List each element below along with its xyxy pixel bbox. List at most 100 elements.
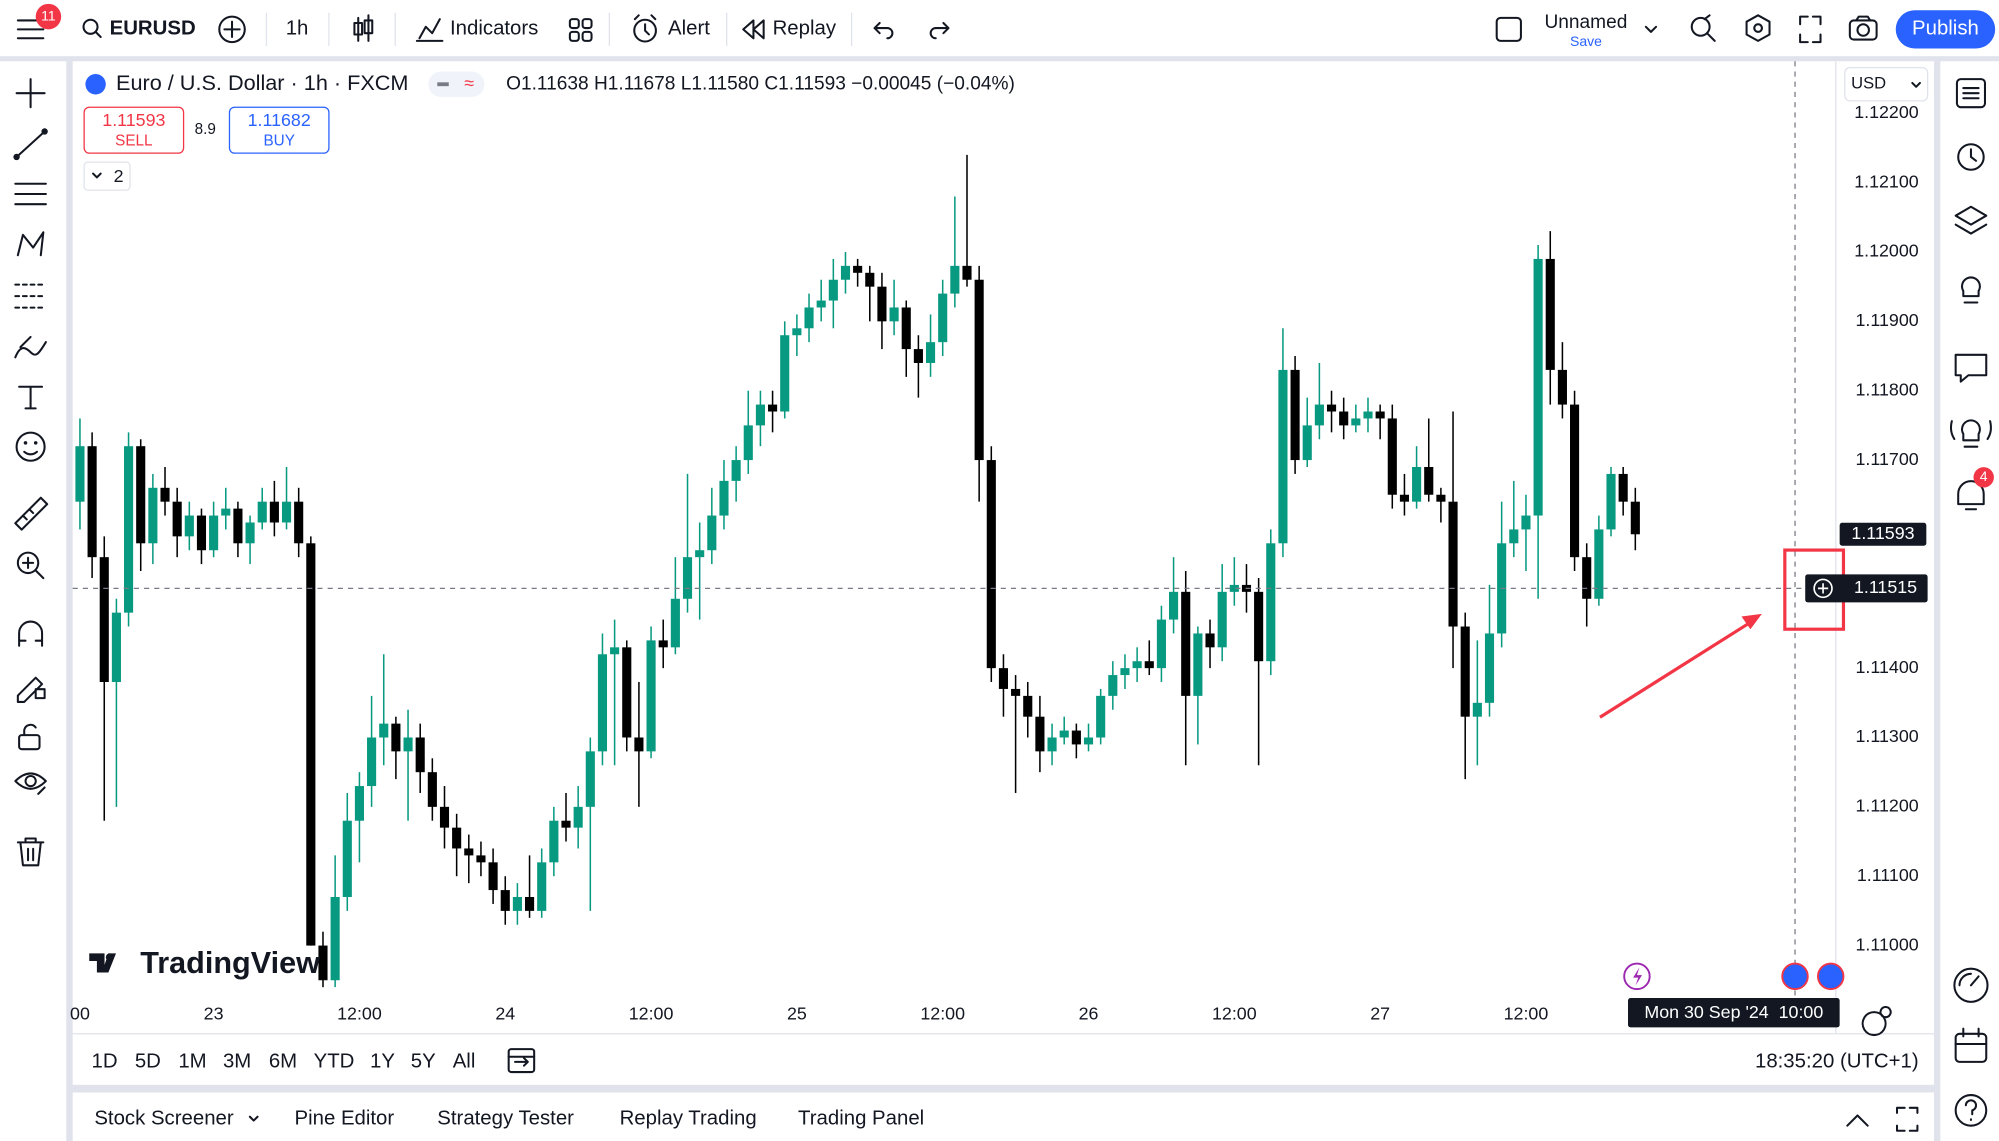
snapshot-button-part[interactable] (1855, 15, 1872, 22)
symbol[interactable]: EURUSD (110, 18, 196, 40)
widget-bar-part[interactable] (1957, 143, 1985, 171)
collapse-panel[interactable] (1846, 1114, 1869, 1127)
range-button[interactable]: 3M (223, 1050, 251, 1072)
screener-menu[interactable] (248, 1115, 259, 1122)
widget-bar-part[interactable] (1954, 1094, 1988, 1127)
chart-type-button-part[interactable] (363, 19, 374, 35)
layout-menu[interactable] (1644, 25, 1658, 33)
panel-tab[interactable]: Stock Screener (94, 1108, 234, 1130)
symbol-search-part[interactable] (94, 30, 102, 39)
range-button[interactable]: 6M (269, 1050, 297, 1072)
range-button[interactable]: 5D (135, 1050, 161, 1072)
date-range-button-part[interactable] (507, 1048, 536, 1074)
templates-button-part[interactable] (568, 30, 580, 42)
drawing-tools-part[interactable] (14, 182, 47, 206)
widget-bar-part[interactable] (1961, 276, 1981, 304)
layout-checkbox[interactable] (1495, 16, 1522, 42)
panel-tab[interactable]: Pine Editor (294, 1108, 394, 1130)
quick-search[interactable] (1690, 14, 1716, 42)
widget-bar-part[interactable] (1954, 1032, 1988, 1063)
drawing-tools-part[interactable] (18, 620, 44, 647)
currency-select-part[interactable] (1911, 81, 1921, 88)
sell-button-part[interactable] (83, 106, 185, 154)
drawing-tools-part[interactable] (13, 153, 20, 161)
quick-search-part[interactable] (1703, 14, 1716, 42)
widget-bar-part[interactable] (1973, 467, 1994, 488)
drawing-tools[interactable] (13, 78, 49, 867)
indicators-label[interactable]: Indicators (450, 18, 538, 40)
save-label[interactable]: Save (1570, 33, 1602, 49)
widget-bar-part[interactable] (1954, 353, 1988, 383)
range-button[interactable]: 1D (92, 1050, 118, 1072)
templates-button-part[interactable] (568, 18, 580, 30)
event-markers-part[interactable] (1781, 962, 1809, 991)
widget-bar-part[interactable] (1969, 148, 1978, 162)
widget-bar-part[interactable] (1954, 1027, 1988, 1046)
notification-badge[interactable]: 11 (41, 7, 56, 23)
drawing-tools-part[interactable] (33, 441, 38, 445)
buy-price[interactable]: 1.11682 (248, 110, 311, 130)
alert-label[interactable]: Alert (668, 18, 710, 40)
currency-select-part[interactable] (1844, 67, 1929, 102)
snapshot-button-part[interactable] (1848, 19, 1878, 41)
clock[interactable]: 18:35:20 (UTC+1) (1755, 1050, 1919, 1072)
alert-button-part[interactable] (633, 18, 657, 43)
range-button[interactable]: YTD (314, 1050, 355, 1072)
indicators-button-part[interactable] (415, 18, 444, 42)
symbol-search[interactable]: EURUSD (82, 18, 196, 40)
widget-bar-part[interactable] (1953, 967, 1989, 1003)
replay-label[interactable]: Replay (773, 18, 837, 40)
alert-button[interactable]: Alert (633, 14, 710, 43)
panel-tab[interactable]: Trading Panel (798, 1108, 924, 1130)
maximize-panel[interactable] (1895, 1106, 1919, 1132)
templates-button-part[interactable] (581, 18, 593, 30)
event-markers-part[interactable] (1817, 962, 1845, 991)
menu-button[interactable]: 11 (16, 3, 62, 40)
buy-label[interactable]: BUY (263, 133, 294, 150)
indicators-button[interactable]: Indicators (415, 18, 539, 42)
snapshot-button-part[interactable] (1856, 23, 1870, 37)
event-markers-part[interactable] (1633, 967, 1643, 986)
drawing-tools-part[interactable] (14, 335, 47, 359)
range-buttons[interactable]: 1D 5D 1M 3M 6M YTD 1Y 5Y All (92, 1050, 476, 1072)
compare-button-part[interactable] (223, 20, 241, 39)
indicator-collapse[interactable]: 2 (83, 161, 131, 191)
collapsed-count[interactable]: 2 (114, 166, 124, 186)
chart-type-button-part[interactable] (353, 21, 364, 36)
panel-tabs[interactable]: Stock Screener Pine Editor Strategy Tester… (94, 1108, 924, 1130)
alerts-badge[interactable]: 4 (1980, 468, 1988, 484)
templates-button[interactable] (568, 18, 593, 42)
sell-button[interactable]: 1.11593 SELL (83, 106, 185, 154)
drawing-tools-part[interactable] (15, 130, 46, 159)
panel-tab[interactable]: Replay Trading (620, 1108, 757, 1130)
widget-bar-part[interactable] (1955, 78, 1986, 109)
currency-label[interactable]: USD (1851, 74, 1886, 93)
quick-search-part[interactable] (1690, 16, 1711, 37)
date-range-button-part[interactable] (507, 1055, 536, 1067)
drawing-tools-part[interactable] (23, 723, 37, 737)
legend-toggle[interactable] (428, 71, 485, 97)
symbol-search-part[interactable] (82, 18, 99, 35)
buy-button-part[interactable] (228, 106, 330, 154)
drawing-tools-part[interactable] (16, 551, 40, 575)
widget-bar-part[interactable] (1949, 419, 1992, 448)
buy-button[interactable]: 1.11682 BUY (228, 106, 330, 154)
chart-type-button[interactable] (353, 14, 374, 42)
drawing-tools-part[interactable] (41, 128, 48, 135)
compare-button-part[interactable] (218, 15, 246, 44)
range-button[interactable]: 5Y (411, 1050, 436, 1072)
widget-bar-part[interactable] (1962, 87, 1980, 100)
drawing-tools-part[interactable] (23, 450, 38, 456)
indicator-collapse-part[interactable] (92, 172, 102, 179)
drawing-tools-part[interactable] (14, 283, 47, 309)
alert-button-part[interactable] (633, 14, 657, 36)
drawing-tools-part[interactable] (14, 772, 47, 795)
drawing-tools-part[interactable] (14, 496, 49, 531)
compare-button[interactable] (218, 15, 246, 44)
drawing-tools-part[interactable] (18, 734, 41, 751)
range-button[interactable]: 1Y (370, 1050, 395, 1072)
drawing-tools-part[interactable] (16, 231, 45, 257)
panel-tab[interactable]: Strategy Tester (437, 1108, 574, 1130)
fullscreen-button[interactable] (1799, 15, 1822, 44)
widget-bar-part[interactable] (1964, 1099, 1978, 1121)
